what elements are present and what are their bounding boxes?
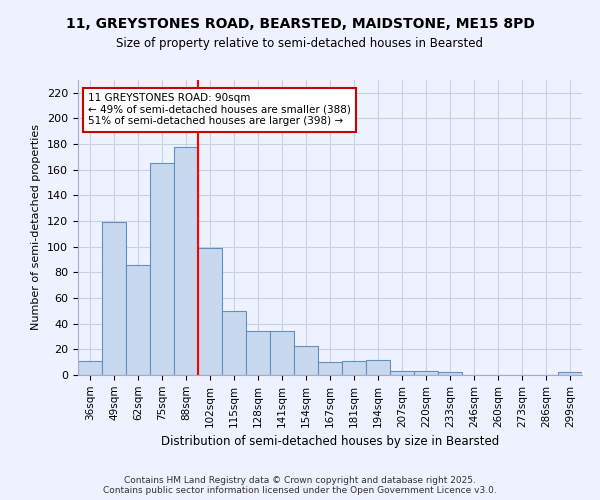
Text: 11 GREYSTONES ROAD: 90sqm
← 49% of semi-detached houses are smaller (388)
51% of: 11 GREYSTONES ROAD: 90sqm ← 49% of semi-… xyxy=(88,94,351,126)
Text: Contains HM Land Registry data © Crown copyright and database right 2025.
Contai: Contains HM Land Registry data © Crown c… xyxy=(103,476,497,495)
Bar xyxy=(318,362,342,375)
Bar xyxy=(438,372,462,375)
Bar xyxy=(342,361,366,375)
Bar xyxy=(270,332,294,375)
Bar xyxy=(78,361,102,375)
Bar xyxy=(102,222,126,375)
Bar xyxy=(294,346,318,375)
Bar xyxy=(150,164,174,375)
X-axis label: Distribution of semi-detached houses by size in Bearsted: Distribution of semi-detached houses by … xyxy=(161,435,499,448)
Bar xyxy=(390,371,414,375)
Bar xyxy=(222,311,246,375)
Bar xyxy=(414,371,438,375)
Bar xyxy=(126,264,150,375)
Bar xyxy=(198,248,222,375)
Text: Size of property relative to semi-detached houses in Bearsted: Size of property relative to semi-detach… xyxy=(116,38,484,51)
Text: 11, GREYSTONES ROAD, BEARSTED, MAIDSTONE, ME15 8PD: 11, GREYSTONES ROAD, BEARSTED, MAIDSTONE… xyxy=(65,18,535,32)
Bar xyxy=(558,372,582,375)
Y-axis label: Number of semi-detached properties: Number of semi-detached properties xyxy=(31,124,41,330)
Bar xyxy=(366,360,390,375)
Bar xyxy=(246,332,270,375)
Bar xyxy=(174,146,198,375)
